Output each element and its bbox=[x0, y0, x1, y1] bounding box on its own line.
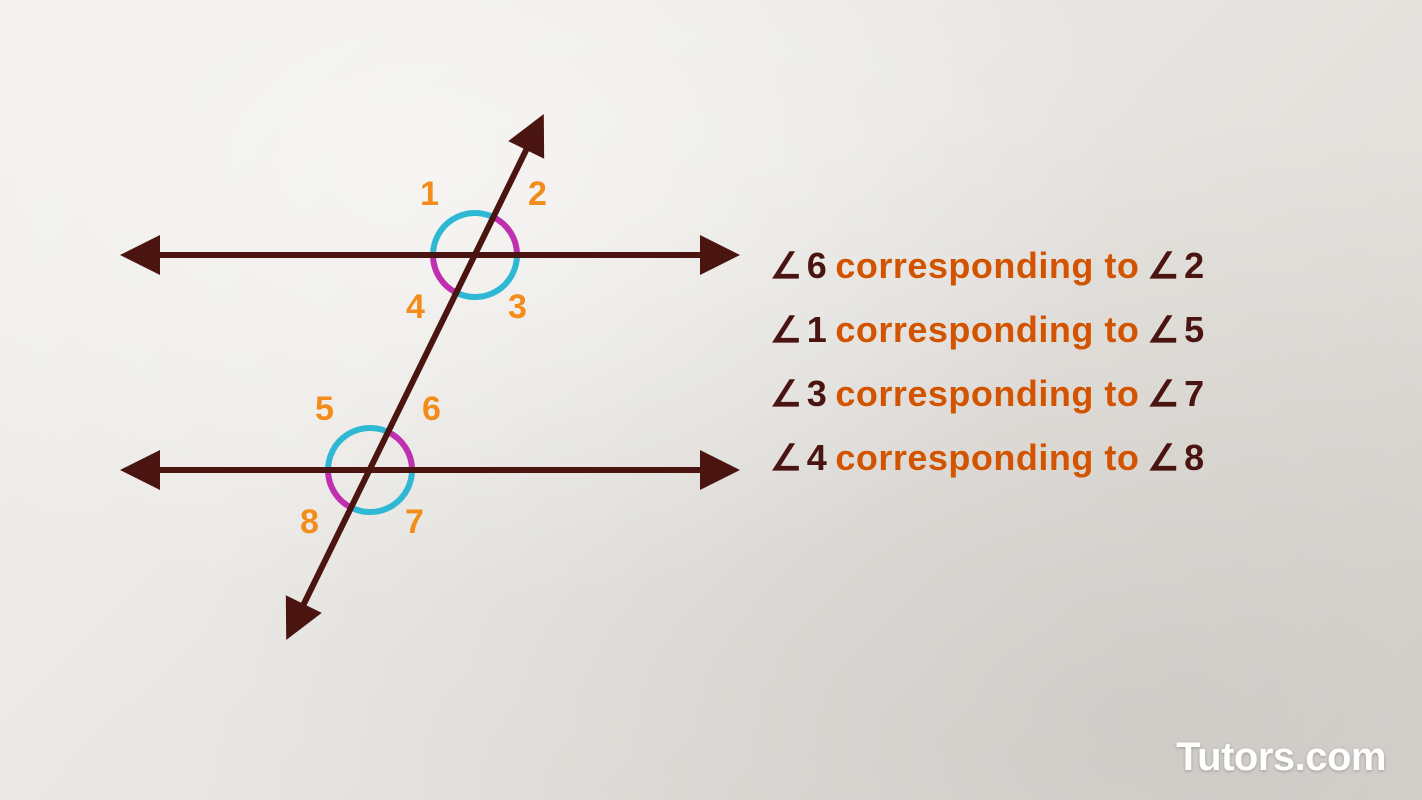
label-angle-8: 8 bbox=[300, 503, 319, 542]
corresponding-word: corresponding to bbox=[835, 245, 1139, 287]
angle-icon: ∠ bbox=[1147, 437, 1180, 478]
angle-icon: ∠ bbox=[1147, 245, 1180, 286]
angle-icon: ∠ bbox=[770, 437, 803, 478]
angle-diagram: 1 2 3 4 5 6 7 8 bbox=[110, 110, 750, 670]
pair-b: 7 bbox=[1184, 373, 1205, 414]
arc-angle-2 bbox=[493, 217, 517, 255]
pair-b: 5 bbox=[1184, 309, 1205, 350]
angle-icon: ∠ bbox=[770, 373, 803, 414]
corresponding-word: corresponding to bbox=[835, 309, 1139, 351]
angle-icon: ∠ bbox=[1147, 373, 1180, 414]
angle-icon: ∠ bbox=[770, 245, 803, 286]
label-angle-1: 1 bbox=[420, 175, 439, 214]
label-angle-6: 6 bbox=[422, 390, 441, 429]
pair-a: 4 bbox=[807, 437, 828, 478]
pair-row-0: ∠6 corresponding to ∠2 bbox=[770, 245, 1205, 287]
angle-icon: ∠ bbox=[770, 309, 803, 350]
arc-angle-6 bbox=[388, 432, 412, 470]
angle-icon: ∠ bbox=[1147, 309, 1180, 350]
pair-a: 3 bbox=[807, 373, 828, 414]
pair-row-1: ∠1 corresponding to ∠5 bbox=[770, 309, 1205, 351]
arc-angle-8 bbox=[328, 470, 352, 508]
pair-b: 8 bbox=[1184, 437, 1205, 478]
label-angle-3: 3 bbox=[508, 288, 527, 327]
pair-b: 2 bbox=[1184, 245, 1205, 286]
label-angle-4: 4 bbox=[406, 288, 425, 327]
pair-row-3: ∠4 corresponding to ∠8 bbox=[770, 437, 1205, 479]
corresponding-word: corresponding to bbox=[835, 373, 1139, 415]
pair-row-2: ∠3 corresponding to ∠7 bbox=[770, 373, 1205, 415]
label-angle-2: 2 bbox=[528, 175, 547, 214]
arc-angle-4 bbox=[433, 255, 457, 293]
corresponding-word: corresponding to bbox=[835, 437, 1139, 479]
label-angle-5: 5 bbox=[315, 390, 334, 429]
transversal-line bbox=[295, 132, 535, 622]
watermark: Tutors.com bbox=[1176, 735, 1386, 780]
corresponding-list: ∠6 corresponding to ∠2 ∠1 corresponding … bbox=[770, 245, 1205, 501]
label-angle-7: 7 bbox=[405, 503, 424, 542]
pair-a: 1 bbox=[807, 309, 828, 350]
pair-a: 6 bbox=[807, 245, 828, 286]
